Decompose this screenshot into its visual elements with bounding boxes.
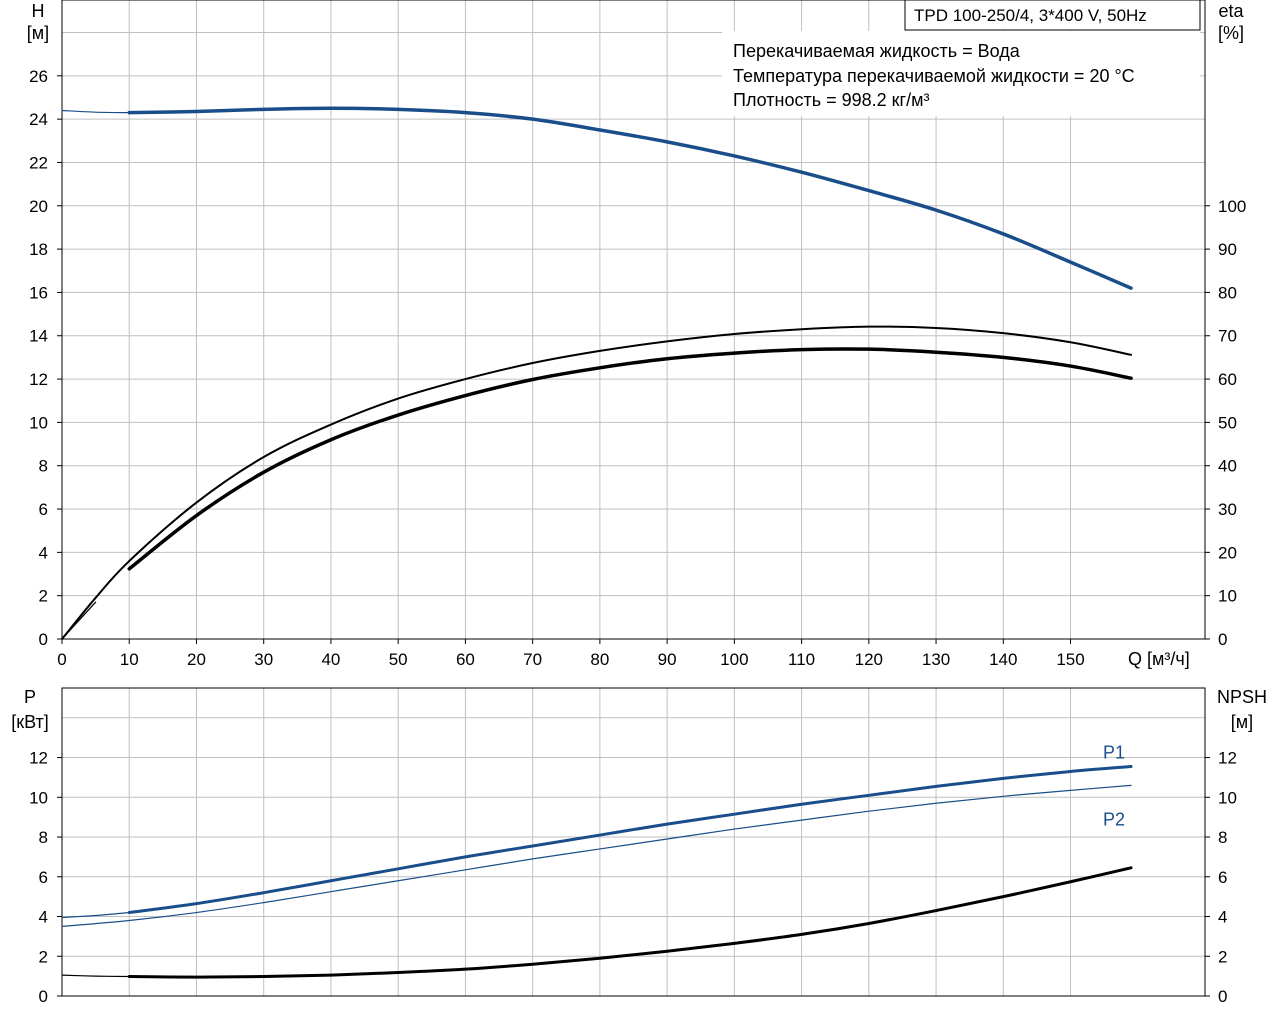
tick-label-left-0-7: 14 (29, 327, 48, 346)
tick-label-x-14: 140 (989, 650, 1017, 669)
upper-right-axis-unit: [%] (1218, 23, 1244, 43)
tick-label-left-1-5: 10 (29, 788, 48, 807)
lower-right-axis-unit: [м] (1231, 712, 1253, 732)
tick-label-right-1-2: 4 (1218, 908, 1227, 927)
tick-label-x-2: 20 (187, 650, 206, 669)
info-line-density: Плотность = 998.2 кг/м³ (733, 90, 929, 110)
info-line-fluid: Перекачиваемая жидкость = Вода (733, 41, 1021, 61)
tick-label-right-0-5: 50 (1218, 413, 1237, 432)
tick-label-x-1: 10 (120, 650, 139, 669)
tick-label-right-0-1: 10 (1218, 587, 1237, 606)
tick-label-right-1-0: 0 (1218, 987, 1227, 1006)
tick-label-right-1-3: 6 (1218, 868, 1227, 887)
upper-right-axis-symbol: eta (1218, 1, 1244, 21)
tick-label-x-4: 40 (321, 650, 340, 669)
tick-label-left-0-4: 8 (39, 457, 48, 476)
header-box: TPD 100-250/4, 3*400 V, 50Hz Перекачивае… (722, 0, 1201, 116)
tick-label-left-0-13: 26 (29, 67, 48, 86)
info-box (722, 31, 1200, 116)
tick-label-right-0-4: 40 (1218, 457, 1237, 476)
tick-label-left-0-2: 4 (39, 543, 48, 562)
tick-label-x-5: 50 (389, 650, 408, 669)
tick-label-left-0-3: 6 (39, 500, 48, 519)
tick-label-left-0-8: 16 (29, 283, 48, 302)
lower-right-axis-symbol: NPSH (1217, 687, 1267, 707)
tick-label-x-6: 60 (456, 650, 475, 669)
tick-label-x-8: 80 (590, 650, 609, 669)
series-lower-1 (127, 764, 1133, 915)
tick-label-right-1-6: 12 (1218, 749, 1237, 768)
tick-label-left-1-0: 0 (39, 987, 48, 1006)
tick-label-left-1-3: 6 (39, 868, 48, 887)
tick-label-right-0-10: 100 (1218, 197, 1246, 216)
series-lower-2 (61, 784, 1132, 928)
tick-label-x-13: 130 (922, 650, 950, 669)
series-lower-3 (61, 974, 130, 978)
model-box (904, 0, 1201, 31)
series-upper-2 (61, 325, 1133, 640)
tick-label-left-1-2: 4 (39, 908, 48, 927)
model-label: TPD 100-250/4, 3*400 V, 50Hz (914, 6, 1147, 25)
plot-frame-0 (61, 0, 1206, 640)
plot-frames (61, 0, 1206, 997)
tick-label-right-0-8: 80 (1218, 283, 1237, 302)
lower-left-axis-symbol: P (24, 687, 36, 707)
series-upper-4 (127, 347, 1133, 571)
tick-label-left-0-5: 10 (29, 413, 48, 432)
tick-label-left-1-6: 12 (29, 749, 48, 768)
tick-label-right-0-0: 0 (1218, 630, 1227, 649)
tick-label-x-15: 150 (1056, 650, 1084, 669)
tick-label-right-0-2: 20 (1218, 543, 1237, 562)
tick-label-left-0-12: 24 (29, 110, 48, 129)
plot-frame-1 (61, 687, 1206, 997)
curve-labels: P1 P2 (1103, 742, 1125, 829)
tick-label-left-0-6: 12 (29, 370, 48, 389)
tick-label-x-0: 0 (57, 650, 66, 669)
upper-left-axis-unit: [м] (27, 23, 49, 43)
tick-label-right-1-1: 2 (1218, 947, 1227, 966)
curve-label-P1: P1 (1103, 742, 1125, 762)
tick-label-right-0-6: 60 (1218, 370, 1237, 389)
tick-label-x-10: 100 (720, 650, 748, 669)
tick-label-x-7: 70 (523, 650, 542, 669)
tick-label-left-0-11: 22 (29, 153, 48, 172)
tick-labels: 0246810121416182022242601020304050607080… (29, 67, 1246, 1006)
tick-label-right-1-5: 10 (1218, 788, 1237, 807)
tick-label-left-0-0: 0 (39, 630, 48, 649)
x-axis-label: Q [м³/ч] (1128, 649, 1190, 669)
tick-label-left-0-9: 18 (29, 240, 48, 259)
tick-label-right-1-4: 8 (1218, 828, 1227, 847)
tick-label-left-1-4: 8 (39, 828, 48, 847)
curve-label-P2: P2 (1103, 809, 1125, 829)
tick-label-x-12: 120 (855, 650, 883, 669)
tick-label-right-0-9: 90 (1218, 240, 1237, 259)
lower-left-axis-unit: [кВт] (11, 712, 49, 732)
tick-label-x-9: 90 (658, 650, 677, 669)
series-upper-3 (61, 601, 97, 640)
tick-label-x-11: 110 (788, 650, 815, 669)
tick-label-left-0-1: 2 (39, 587, 48, 606)
info-line-temperature: Температура перекачиваемой жидкости = 20… (733, 66, 1135, 86)
tick-label-right-0-7: 70 (1218, 327, 1237, 346)
data-series (61, 106, 1133, 979)
series-lower-0 (61, 911, 130, 919)
grid-lines (62, 0, 1205, 996)
series-lower-4 (127, 866, 1133, 979)
tick-label-left-0-10: 20 (29, 197, 48, 216)
tick-label-left-1-1: 2 (39, 947, 48, 966)
axis-labels: H [м] eta [%] Q [м³/ч] P [кВт] NPSH [м] (11, 1, 1267, 732)
tick-label-x-3: 30 (254, 650, 273, 669)
upper-left-axis-symbol: H (32, 1, 45, 21)
series-upper-1 (127, 106, 1133, 290)
tick-label-right-0-3: 30 (1218, 500, 1237, 519)
series-upper-0 (61, 109, 130, 114)
